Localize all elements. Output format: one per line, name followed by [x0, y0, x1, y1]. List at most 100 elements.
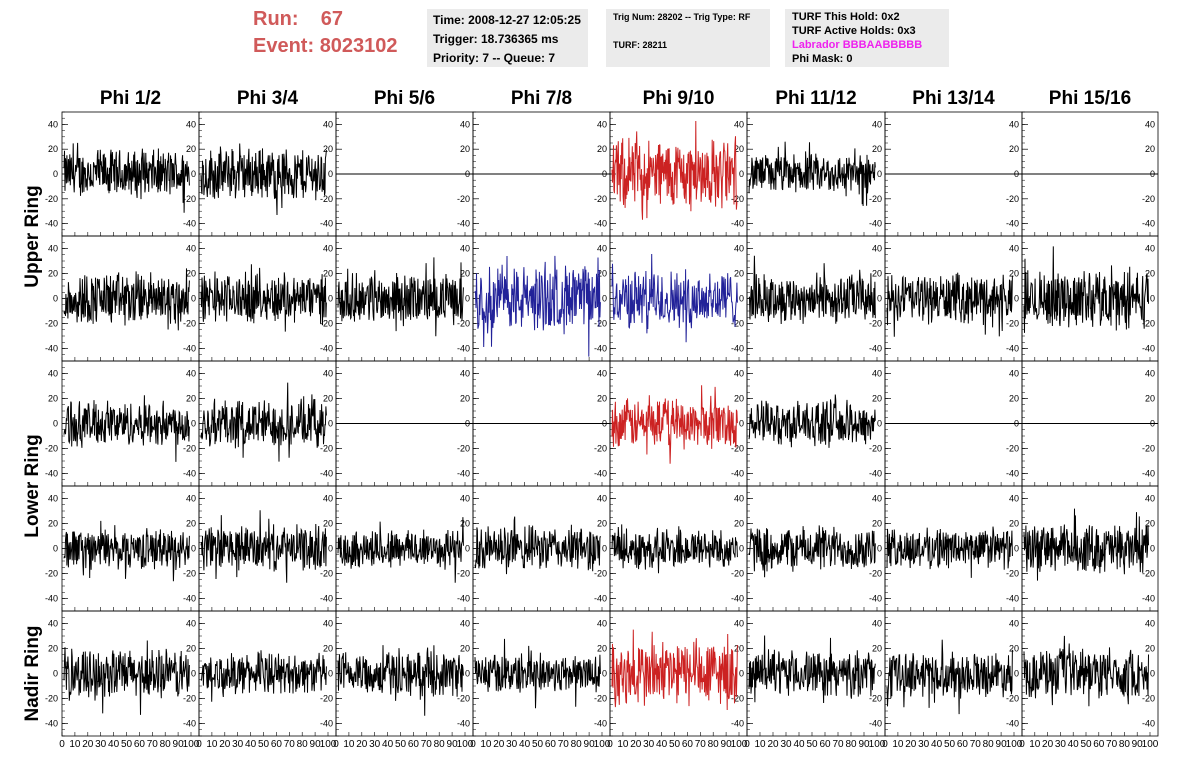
- x-tick-label: 60: [819, 739, 831, 750]
- y-tick-label: 0: [602, 294, 607, 304]
- y-tick-label: 0: [1150, 544, 1155, 554]
- y-tick-label: 20: [186, 144, 196, 154]
- y-tick-label: 40: [186, 494, 196, 504]
- y-tick-label: -40: [457, 594, 470, 604]
- y-tick-label: -20: [45, 194, 58, 204]
- waveform-trace: [63, 268, 190, 331]
- y-tick-label: -40: [1006, 469, 1019, 479]
- x-tick-label: 70: [284, 739, 296, 750]
- y-tick-label: -20: [183, 569, 196, 579]
- y-tick-label: 40: [186, 369, 196, 379]
- y-tick-label: -40: [457, 344, 470, 354]
- y-tick-label: -40: [731, 219, 744, 229]
- x-tick-label: 90: [858, 739, 870, 750]
- waveform-trace: [748, 141, 876, 207]
- waveform-panel: 40 20 0 -20 -40 40 20 0 -20 -40: [45, 235, 200, 362]
- waveform-trace: [1023, 508, 1149, 581]
- y-tick-label: 40: [323, 494, 333, 504]
- y-tick-label: 20: [323, 519, 333, 529]
- x-tick-label: 40: [519, 739, 531, 750]
- y-tick-label: 20: [734, 644, 744, 654]
- y-tick-label: 0: [328, 294, 333, 304]
- waveform-trace: [886, 526, 1013, 578]
- y-tick-label: 40: [48, 244, 58, 254]
- x-tick-label: 20: [767, 739, 779, 750]
- x-tick-label: 30: [780, 739, 792, 750]
- x-tick-label: 60: [271, 739, 283, 750]
- x-tick-label: 40: [1068, 739, 1080, 750]
- x-tick-label: 20: [493, 739, 505, 750]
- y-tick-label: 40: [1009, 369, 1019, 379]
- y-tick-label: 40: [1145, 244, 1155, 254]
- x-tick-label: 40: [656, 739, 668, 750]
- y-tick-label: -40: [869, 719, 882, 729]
- time-info-box: Time: 2008-12-27 12:05:25 Trigger: 18.73…: [427, 9, 588, 67]
- x-tick-label: 70: [1106, 739, 1118, 750]
- x-tick-label: 30: [369, 739, 381, 750]
- x-tick-label: 0: [607, 739, 613, 750]
- y-tick-label: 40: [1009, 244, 1019, 254]
- x-tick-label: 20: [82, 739, 94, 750]
- y-tick-label: 0: [465, 669, 470, 679]
- y-tick-label: -40: [731, 594, 744, 604]
- y-tick-label: 20: [186, 519, 196, 529]
- y-tick-label: 20: [460, 394, 470, 404]
- y-tick-label: -20: [183, 194, 196, 204]
- waveform-trace: [886, 639, 1013, 715]
- y-tick-label: -20: [731, 569, 744, 579]
- y-tick-label: -40: [320, 344, 333, 354]
- waveform-trace: [474, 516, 601, 575]
- x-tick-label: 70: [832, 739, 844, 750]
- x-tick-label: 80: [160, 739, 172, 750]
- y-tick-label: 0: [191, 294, 196, 304]
- y-tick-label: 40: [186, 619, 196, 629]
- y-tick-label: 20: [460, 644, 470, 654]
- y-tick-label: -20: [1142, 444, 1155, 454]
- y-tick-label: 40: [323, 119, 333, 129]
- x-tick-label: 30: [643, 739, 655, 750]
- y-tick-label: -20: [594, 444, 607, 454]
- phi-mask-text: Phi Mask: 0: [792, 53, 853, 65]
- waveform-trace: [200, 510, 327, 583]
- x-tick-label: 30: [232, 739, 244, 750]
- y-tick-label: 20: [48, 144, 58, 154]
- row-label: Upper Ring: [22, 185, 43, 287]
- x-tick-label: 10: [617, 739, 629, 750]
- labrador-text: Labrador BBBAABBBBB: [792, 39, 923, 51]
- y-tick-label: -20: [594, 319, 607, 329]
- y-tick-label: 0: [739, 669, 744, 679]
- x-tick-label: 30: [1055, 739, 1067, 750]
- x-tick-label: 40: [931, 739, 943, 750]
- y-tick-label: -20: [869, 694, 882, 704]
- y-tick-label: 40: [1145, 494, 1155, 504]
- y-tick-label: -40: [1142, 594, 1155, 604]
- x-tick-label: 50: [806, 739, 818, 750]
- y-tick-label: 40: [872, 369, 882, 379]
- waveform-trace: [63, 520, 190, 582]
- y-tick-label: 20: [734, 269, 744, 279]
- y-tick-label: 40: [323, 244, 333, 254]
- column-header: Phi 9/10: [643, 88, 715, 109]
- x-tick-label: 60: [957, 739, 969, 750]
- y-tick-label: -40: [1006, 344, 1019, 354]
- y-tick-label: 0: [465, 544, 470, 554]
- y-tick-label: 20: [597, 269, 607, 279]
- turf-this-hold: TURF This Hold: 0x2: [792, 11, 900, 23]
- y-tick-label: -20: [594, 694, 607, 704]
- y-tick-label: 20: [186, 644, 196, 654]
- y-tick-label: -20: [45, 694, 58, 704]
- x-tick-label: 20: [630, 739, 642, 750]
- waveform-trace: [474, 638, 601, 709]
- y-tick-label: 40: [48, 369, 58, 379]
- y-tick-label: -20: [869, 319, 882, 329]
